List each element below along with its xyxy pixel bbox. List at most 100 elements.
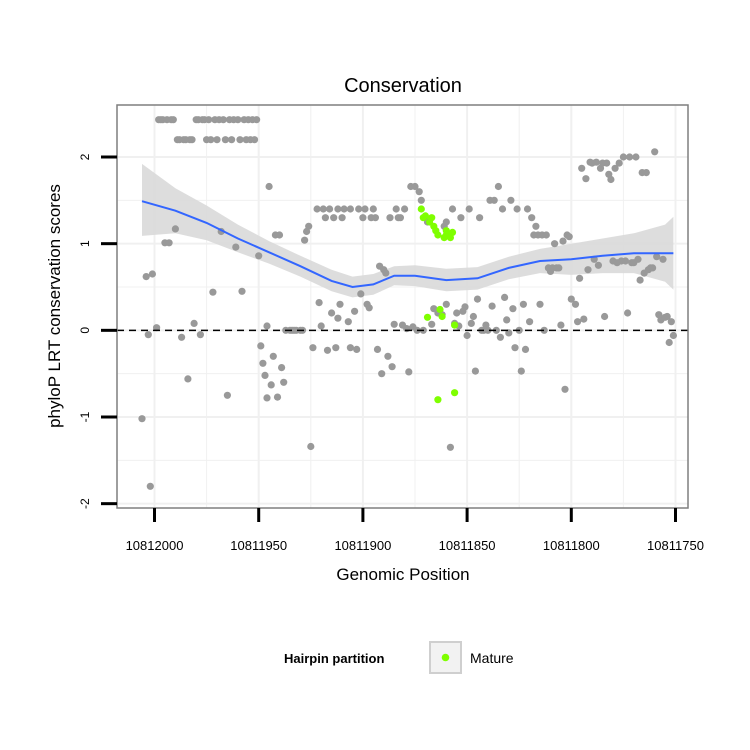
data-point: [309, 344, 317, 352]
y-tick-label: 2: [78, 153, 92, 160]
data-point: [263, 322, 271, 330]
x-tick-label: 10811900: [334, 538, 391, 553]
data-point: [665, 338, 673, 347]
data-point: [257, 342, 265, 350]
data-point: [526, 318, 534, 326]
legend-swatch-mature: [441, 653, 450, 662]
y-tick-label: -2: [78, 498, 92, 509]
x-tick-label: 10811800: [543, 538, 600, 553]
data-point: [626, 153, 634, 161]
data-point: [228, 136, 236, 144]
mature-point: [423, 313, 432, 321]
data-point: [578, 164, 586, 172]
data-point: [148, 270, 156, 278]
data-point: [336, 300, 344, 308]
data-point: [365, 304, 373, 312]
data-point: [411, 182, 419, 191]
legend-key-mature: [429, 641, 462, 674]
data-point: [330, 214, 338, 222]
data-point: [250, 136, 259, 144]
chart-title: Conservation: [344, 75, 462, 97]
data-point: [532, 222, 540, 230]
mature-point: [438, 312, 446, 321]
data-point: [267, 381, 275, 389]
x-axis-label: Genomic Position: [336, 565, 469, 584]
data-point: [169, 116, 177, 124]
data-point: [388, 363, 396, 371]
data-point: [373, 345, 382, 353]
data-point: [651, 148, 659, 156]
data-point: [536, 300, 544, 308]
smooth-line-layer: [141, 200, 674, 289]
data-point: [384, 352, 392, 360]
x-tick-label: 10811750: [647, 538, 704, 553]
mature-point: [421, 212, 429, 220]
data-point: [355, 205, 363, 213]
data-point: [346, 205, 354, 213]
data-point: [517, 367, 525, 375]
data-point: [476, 214, 484, 222]
data-point: [428, 320, 436, 328]
data-point: [305, 222, 313, 230]
data-point: [359, 214, 367, 222]
data-point: [190, 319, 198, 327]
data-point: [453, 309, 461, 317]
data-point: [315, 299, 323, 307]
data-point: [559, 237, 567, 245]
grid-layer: [117, 105, 688, 508]
data-point: [509, 305, 517, 313]
data-point: [361, 205, 369, 213]
data-point: [219, 116, 227, 124]
data-point: [378, 370, 386, 378]
data-point: [146, 482, 154, 490]
data-point: [353, 345, 361, 353]
data-point: [234, 116, 242, 124]
data-point: [490, 196, 498, 204]
data-point: [223, 391, 231, 399]
data-point: [634, 255, 642, 263]
mature-point: [417, 205, 425, 213]
data-point: [663, 312, 671, 321]
data-point: [565, 233, 573, 241]
data-point: [403, 325, 411, 333]
data-point: [405, 368, 413, 376]
data-point: [594, 261, 603, 269]
data-point: [171, 225, 179, 233]
data-point: [659, 255, 667, 263]
data-point: [401, 205, 409, 213]
data-point: [238, 287, 246, 295]
data-point: [461, 303, 469, 311]
data-point: [649, 264, 657, 272]
mature-point: [428, 214, 436, 222]
mature-point: [451, 321, 459, 329]
data-point: [463, 331, 471, 340]
data-point: [507, 196, 515, 204]
data-point: [442, 218, 450, 226]
data-point: [615, 159, 623, 167]
data-point: [261, 371, 269, 379]
data-point: [667, 318, 675, 326]
data-point: [326, 205, 334, 213]
data-point: [498, 205, 507, 213]
data-point: [503, 316, 511, 324]
data-point: [603, 159, 611, 167]
data-point: [501, 293, 509, 301]
data-point: [153, 324, 161, 332]
legend-title: Hairpin partition: [284, 651, 384, 666]
data-point: [209, 288, 217, 296]
data-point: [390, 320, 398, 328]
data-point: [328, 309, 336, 317]
data-point: [396, 214, 404, 222]
data-point: [280, 378, 288, 386]
data-point: [301, 236, 309, 244]
data-point: [184, 375, 192, 383]
y-tick-label: 0: [78, 327, 92, 334]
data-point: [415, 188, 423, 196]
data-point: [505, 329, 513, 337]
data-point: [346, 344, 354, 352]
data-point: [494, 182, 502, 191]
data-point: [624, 309, 632, 317]
data-point: [576, 274, 584, 282]
data-point: [317, 322, 325, 330]
